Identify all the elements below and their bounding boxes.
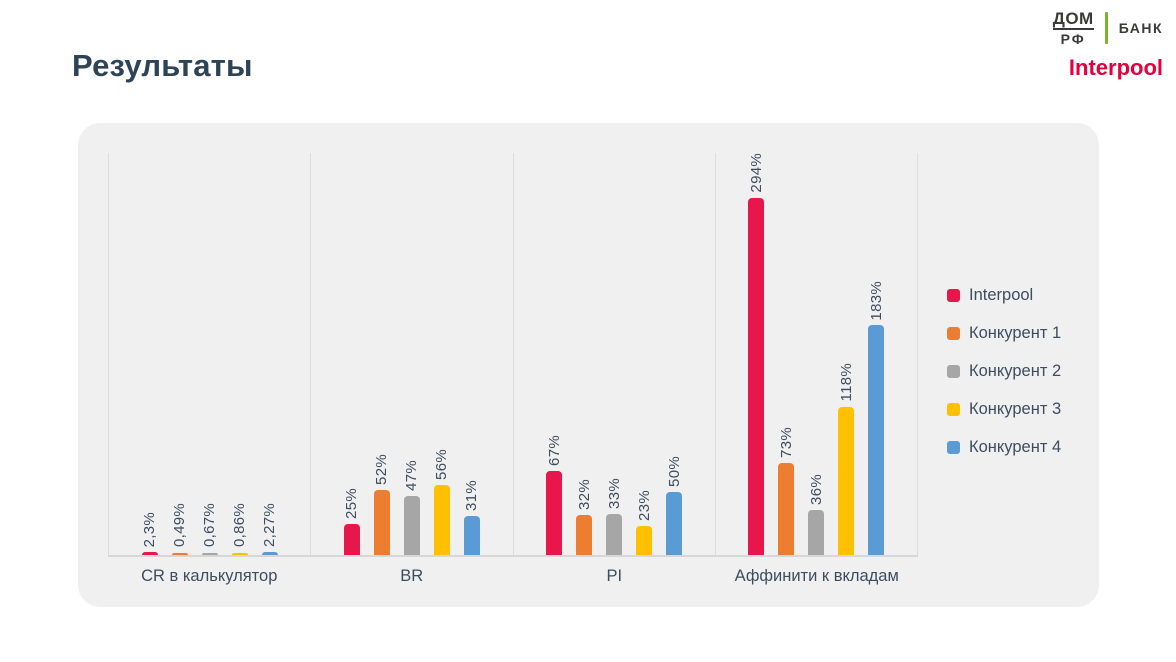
bar-column: 118% (838, 153, 855, 555)
bar-column: 52% (373, 153, 390, 555)
bar-value-label: 0,86% (231, 503, 249, 548)
results-chart-panel: 2,3% 0,49% 0,67% 0,86% 2,27% 25% 52% 47% 56% 31% 6… (78, 123, 1099, 607)
bar (868, 325, 885, 555)
bar (778, 463, 795, 555)
bar-value-label: 47% (403, 460, 421, 491)
bar (403, 495, 420, 555)
bar (171, 552, 188, 555)
legend-item: Конкурент 3 (947, 400, 1061, 419)
bar-value-label: 25% (343, 487, 361, 519)
bar-group: 2,3% 0,49% 0,67% 0,86% 2,27% (108, 153, 310, 555)
legend-label: Конкурент 3 (969, 400, 1062, 418)
bar-value-label: 67% (545, 434, 563, 466)
legend-item: Конкурент 4 (947, 438, 1061, 457)
bar-column: 2,27% (261, 153, 278, 555)
bar (343, 523, 360, 555)
bar (141, 552, 158, 555)
legend-label: Конкурент 2 (969, 362, 1062, 380)
bar-column: 294% (748, 153, 765, 555)
bar-column: 2,3% (141, 153, 158, 555)
bar-column: 25% (343, 153, 360, 555)
legend-item: Interpool (947, 286, 1061, 305)
bar-column: 31% (463, 153, 480, 555)
bar-column: 0,67% (201, 153, 218, 555)
bar (606, 513, 623, 555)
legend-marker-icon (947, 403, 960, 416)
bar-column: 36% (808, 153, 825, 555)
bar-group: 25% 52% 47% 56% 31% (310, 153, 512, 555)
page-title: Результаты (72, 48, 253, 83)
bar-column: 33% (606, 153, 623, 555)
category-label: Аффинити к вкладам (734, 567, 899, 585)
category-label: CR в калькулятор (141, 567, 278, 585)
bar-value-label: 32% (575, 478, 593, 510)
bar-column: 73% (778, 153, 795, 555)
bar (808, 509, 825, 555)
bar-column: 23% (636, 153, 653, 555)
bank-logo: ДОМ РФ БАНК (1052, 9, 1163, 47)
bar (201, 552, 218, 555)
bank-label: БАНК (1118, 20, 1163, 36)
category-label: BR (400, 567, 424, 585)
bar (261, 552, 278, 555)
legend-marker-icon (947, 441, 960, 454)
category-label: PI (606, 567, 623, 585)
bar-value-label: 73% (777, 427, 795, 459)
legend-label: Конкурент 1 (969, 324, 1062, 342)
bar-value-label: 294% (747, 153, 765, 193)
bar-group: 67% 32% 33% 23% 50% (512, 153, 715, 555)
bar-column: 47% (403, 153, 420, 555)
bar (463, 516, 480, 555)
bar (373, 489, 390, 555)
bar-chart-plot-area: 2,3% 0,49% 0,67% 0,86% 2,27% 25% 52% 47% 56% 31% 6… (108, 153, 918, 557)
bar-value-label: 52% (373, 453, 391, 485)
legend-marker-icon (947, 327, 960, 340)
bar-column: 56% (433, 153, 450, 555)
bar (636, 526, 653, 555)
bar (433, 484, 450, 555)
brand-block: ДОМ РФ БАНК Interpool (1052, 9, 1163, 81)
bar (666, 492, 683, 555)
bar-value-label: 23% (635, 490, 653, 522)
bar-column: 50% (666, 153, 683, 555)
bar-value-label: 2,27% (261, 503, 279, 548)
bar-value-label: 0,67% (201, 503, 219, 548)
chart-legend: Interpool Конкурент 1 Конкурент 2 Конкурент… (947, 286, 1061, 457)
bar-column: 0,86% (231, 153, 248, 555)
domrf-logo-top-text: ДОМ (1052, 9, 1094, 30)
bar (546, 470, 563, 555)
bar-value-label: 0,49% (171, 503, 189, 548)
bar-value-label: 183% (867, 280, 885, 321)
legend-item: Конкурент 1 (947, 324, 1061, 343)
bar (576, 514, 593, 555)
bar-value-label: 36% (807, 473, 825, 505)
domrf-logo-bottom-text: РФ (1060, 31, 1086, 47)
legend-label: Конкурент 4 (969, 438, 1062, 456)
bar (748, 197, 765, 555)
bar (838, 406, 855, 555)
bar-value-label: 56% (433, 448, 451, 480)
legend-marker-icon (947, 365, 960, 378)
bar-value-label: 31% (463, 480, 481, 512)
legend-item: Конкурент 2 (947, 362, 1061, 381)
brand-name: Interpool (1068, 55, 1163, 80)
legend-label: Interpool (969, 286, 1034, 304)
domrf-logo-icon: ДОМ РФ (1052, 9, 1094, 47)
bar-value-label: 118% (837, 363, 855, 402)
bar-value-label: 50% (665, 456, 683, 488)
logo-divider (1104, 12, 1108, 44)
bar-column: 183% (868, 153, 885, 555)
bar-column: 32% (576, 153, 593, 555)
bar-value-label: 2,3% (141, 511, 159, 548)
bar-column: 0,49% (171, 153, 188, 555)
bar-column: 67% (546, 153, 563, 555)
bar-value-label: 33% (605, 477, 623, 509)
legend-marker-icon (947, 289, 960, 302)
bar (231, 552, 248, 555)
bar-group: 294% 73% 36% 118% 183% (714, 153, 918, 555)
category-axis: CR в калькулятор BR PI Аффинити к вкладам (108, 567, 918, 586)
